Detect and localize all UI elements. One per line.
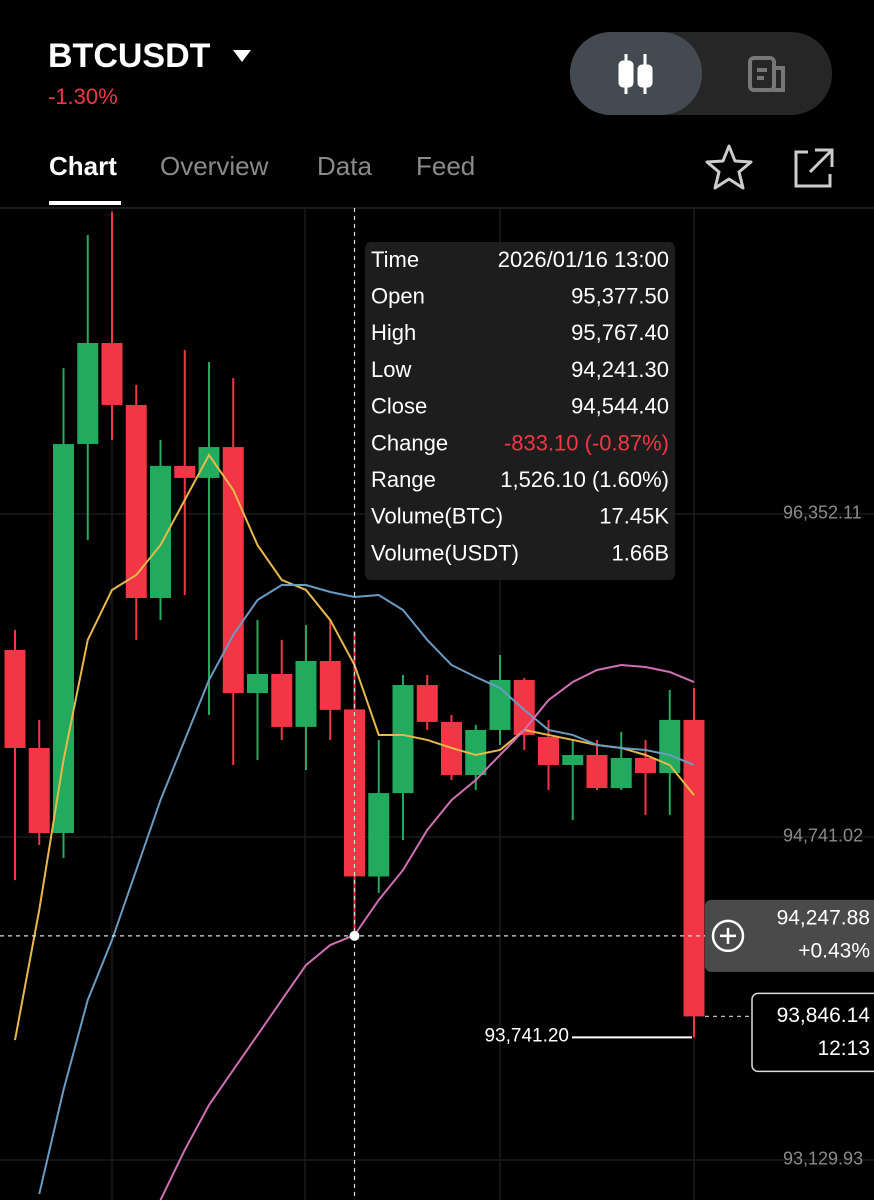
crosshair-price-box xyxy=(705,899,874,972)
crosshair-dot xyxy=(349,930,360,941)
candle-body xyxy=(465,729,487,776)
tooltip-label: Volume(USDT) xyxy=(371,540,519,565)
candle-body xyxy=(659,719,681,774)
countdown: 12:13 xyxy=(817,1037,870,1060)
favorite-button[interactable] xyxy=(705,144,753,190)
candle-body xyxy=(586,754,608,789)
candle-body xyxy=(247,673,268,694)
candle-body xyxy=(125,404,147,599)
plus-sign xyxy=(720,927,736,944)
symbol[interactable]: BTCUSDT xyxy=(48,37,211,75)
candle-body xyxy=(513,680,535,735)
candle-body xyxy=(392,685,414,794)
moving-average xyxy=(38,583,695,1195)
y-tick-label: 94,741.02 xyxy=(783,826,863,846)
last-price-box xyxy=(751,992,874,1073)
tooltip-label: High xyxy=(371,320,416,345)
tooltip-value: 1,526.10 (1.60%) xyxy=(500,467,669,492)
tooltip-value: 17.45K xyxy=(599,504,669,529)
low-label: 93,741.20 xyxy=(484,1025,569,1046)
candle-body xyxy=(271,673,293,727)
tooltip-value: 95,377.50 xyxy=(571,284,669,309)
tooltip-label: Range xyxy=(371,467,436,492)
tooltip-label: Volume(BTC) xyxy=(371,504,503,529)
tooltip-value: 94,544.40 xyxy=(571,394,669,419)
crosshair-change: +0.43% xyxy=(798,939,870,962)
tooltip-label: Low xyxy=(371,357,411,382)
candle-body xyxy=(610,757,632,789)
candle-body xyxy=(562,754,584,766)
candle-body xyxy=(174,465,196,478)
symbol-dropdown[interactable] xyxy=(233,50,251,62)
candle-body xyxy=(150,465,171,599)
tooltip-value: 1.66B xyxy=(612,540,670,565)
crosshair-price: 94,247.88 xyxy=(777,906,870,929)
add-alert-button[interactable] xyxy=(711,919,745,953)
candle-body xyxy=(368,793,390,877)
last-price: 93,846.14 xyxy=(777,1004,871,1027)
tooltip-label: Change xyxy=(371,430,448,455)
day-change: -1.30% xyxy=(48,84,118,109)
tooltip-value: 2026/01/16 13:00 xyxy=(498,247,669,272)
tab[interactable]: Feed xyxy=(416,151,475,181)
tooltip-label: Open xyxy=(371,284,425,309)
tab[interactable]: Overview xyxy=(160,151,269,181)
tabs: Chart Overview Data Feed xyxy=(49,151,475,181)
tooltip-value: 95,767.40 xyxy=(571,320,669,345)
plus-circle xyxy=(711,919,745,953)
candle-body xyxy=(295,660,317,727)
candle-body xyxy=(683,719,705,1017)
candle-body xyxy=(77,343,99,445)
moving-average xyxy=(159,663,695,1200)
y-tick-label: 96,352.11 xyxy=(783,503,862,523)
candle-body xyxy=(222,447,244,694)
tooltip-label: Time xyxy=(371,247,419,272)
candle-body xyxy=(53,444,74,833)
tab[interactable]: Chart xyxy=(49,151,117,181)
tooltip-value: -833.10 (-0.87%) xyxy=(504,430,669,455)
share-button[interactable] xyxy=(794,148,834,188)
info-view-button[interactable] xyxy=(748,56,785,92)
overlay: 94,247.88 +0.43% 93,846.14 12:13 93,741.20 Ti… xyxy=(0,208,874,1200)
candle-body xyxy=(416,685,438,722)
y-tick-label: 93,129.93 xyxy=(783,1149,863,1169)
candle-body xyxy=(198,447,220,478)
candle-body xyxy=(28,747,50,833)
candle-view-button[interactable] xyxy=(570,32,702,115)
candle-body xyxy=(101,343,123,405)
active-tab-underline xyxy=(49,201,121,205)
candle-body xyxy=(635,757,656,774)
tab[interactable]: Data xyxy=(317,151,372,181)
candle-body xyxy=(319,660,341,710)
tooltip-label: Close xyxy=(371,394,427,419)
candle-icon xyxy=(618,54,653,94)
candle-body xyxy=(538,736,559,766)
tooltip-box xyxy=(365,242,675,580)
tooltip-value: 94,241.30 xyxy=(571,357,669,382)
candle-body xyxy=(4,649,26,748)
